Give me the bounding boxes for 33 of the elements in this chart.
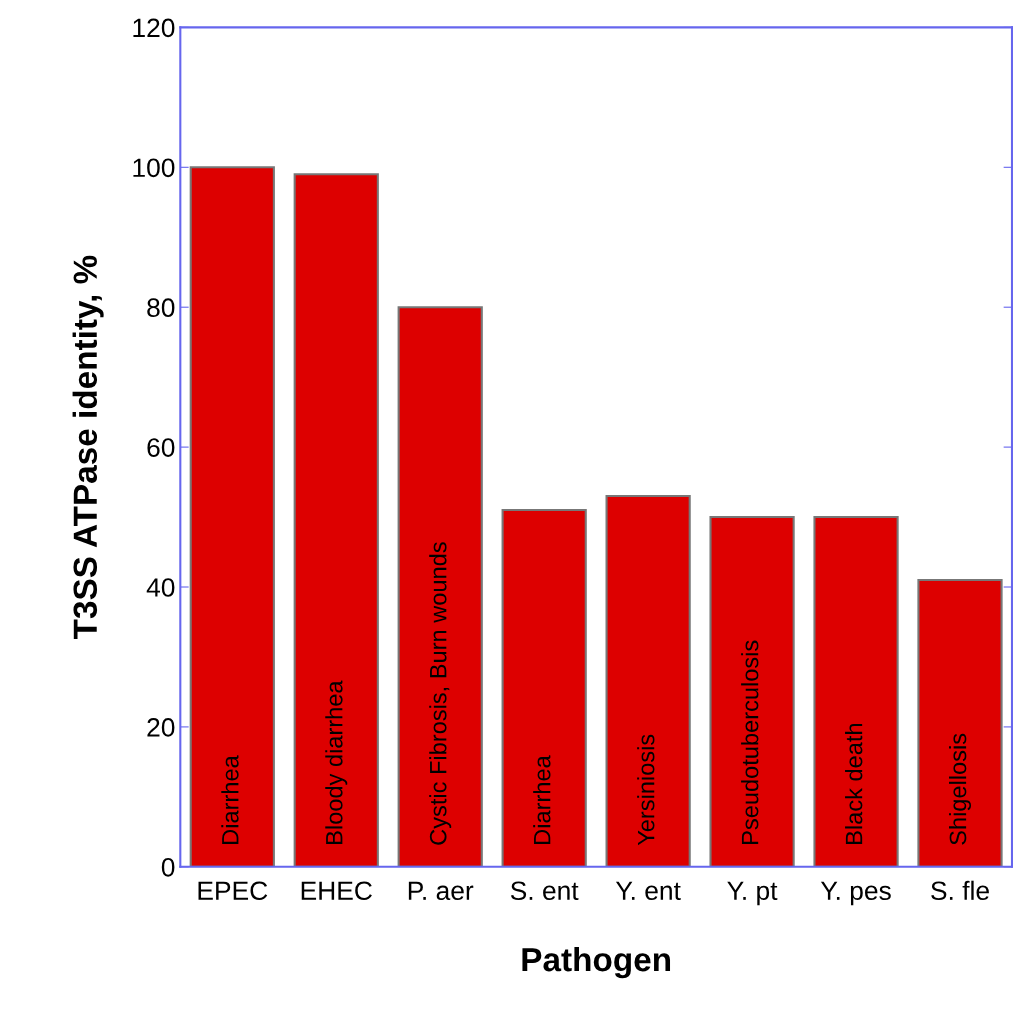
y-axis-title: T3SS ATPase identity, % — [72, 255, 104, 640]
x-tick-label: S. fle — [931, 880, 989, 901]
y-tick-label: 0 — [161, 857, 175, 877]
x-tick-label: Y. pt — [727, 881, 778, 906]
bar — [917, 578, 1003, 867]
annotation: Black death — [845, 723, 863, 844]
x-tick-label: Y. pes — [820, 881, 891, 906]
annotation: Cystic Fibrosis, Burn wounds — [429, 542, 452, 845]
y-tick-label: 120 — [133, 18, 175, 38]
y-tick-label: 100 — [133, 158, 175, 178]
y-tick-label: 20 — [147, 718, 175, 737]
x-tick-label: Y. ent — [615, 881, 681, 901]
annotation: Yersiniosis — [637, 734, 655, 846]
annotation: Diarrhea — [533, 755, 551, 844]
bar — [605, 495, 691, 867]
annotation: Pseudotuberculosis — [741, 640, 759, 844]
x-tick-label: S. ent — [510, 881, 579, 901]
annotation: Diarrhea — [221, 755, 239, 844]
bar — [813, 516, 899, 867]
x-tick-label: P. aer — [408, 881, 474, 901]
bar — [709, 516, 795, 867]
x-axis-title: Pathogen — [522, 946, 671, 979]
bar — [293, 173, 379, 867]
y-tick-label: 40 — [146, 578, 175, 597]
x-tick-label: EHEC — [301, 881, 372, 901]
annotation: Shigellosis — [949, 733, 972, 845]
annotation: Bloody diarrhea — [325, 680, 348, 844]
bar — [501, 509, 587, 867]
bar — [397, 306, 483, 867]
x-tick-label: EPEC — [198, 881, 268, 901]
bar — [189, 166, 275, 867]
y-tick-label: 80 — [147, 298, 175, 318]
y-tick-label: 60 — [147, 438, 175, 457]
